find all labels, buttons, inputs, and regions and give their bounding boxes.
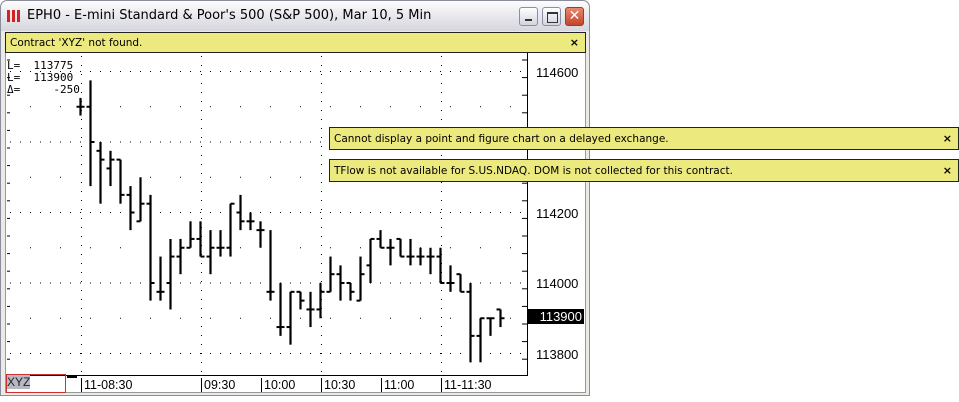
ohlc-bar <box>336 265 345 301</box>
ohlc-bar <box>176 238 185 275</box>
ohlc-bar <box>196 221 205 258</box>
app-icon <box>7 10 20 22</box>
price-chart <box>7 53 528 378</box>
ohlc-bar <box>296 290 305 310</box>
ohlc-bar <box>246 212 255 231</box>
close-icon[interactable]: × <box>569 36 579 49</box>
ohlc-bar <box>426 247 435 275</box>
time-label: 09:30 <box>201 378 235 392</box>
ohlc-bar <box>226 202 235 257</box>
ohlc-bar <box>146 194 155 301</box>
ohlc-bar <box>166 238 175 310</box>
ohlc-bar <box>466 283 475 363</box>
chart-window: EPH0 - E-mini Standard & Poor's 500 (S&P… <box>0 0 590 396</box>
ohlc-bar <box>256 221 265 248</box>
ohlc-bar <box>496 308 505 328</box>
ohlc-bar <box>266 230 275 301</box>
last-price-marker: 113900 <box>528 309 584 324</box>
ohlc-bar <box>216 230 225 257</box>
ohlc-bar <box>276 283 285 336</box>
ohlc-bar <box>106 150 115 187</box>
ohlc-bar <box>96 142 105 204</box>
ohlc-bar <box>386 238 395 266</box>
message-tflow: TFlow is not available for S.US.NDAQ. DO… <box>329 159 959 182</box>
ohlc-bar <box>456 273 465 293</box>
ohlc-bar <box>186 221 195 249</box>
ohlc-bar <box>116 158 125 204</box>
price-tick: 114000 <box>536 276 579 291</box>
close-icon[interactable]: × <box>942 164 952 177</box>
ohlc-bar <box>416 247 425 266</box>
ohlc-bar <box>326 256 335 293</box>
title-bar[interactable]: EPH0 - E-mini Standard & Poor's 500 (S&P… <box>1 1 589 31</box>
readout-delta: Δ= -250 <box>7 83 80 96</box>
ohlc-bar <box>346 282 355 301</box>
message-point-figure: Cannot display a point and figure chart … <box>329 127 959 150</box>
price-tick: 114600 <box>536 65 579 80</box>
price-tick: 113800 <box>536 347 579 362</box>
ohlc-bar <box>86 80 95 187</box>
ohlc-bar <box>126 186 135 231</box>
ohlc-bar <box>156 256 165 301</box>
ohlc-bar <box>286 290 295 345</box>
window-title: EPH0 - E-mini Standard & Poor's 500 (S&P… <box>27 8 432 23</box>
symbol-input[interactable]: XYZ <box>6 374 66 393</box>
ohlc-bar <box>376 230 385 249</box>
price-tick: 114200 <box>536 206 579 221</box>
ohlc-bar <box>436 247 445 284</box>
maximize-button[interactable] <box>542 7 561 26</box>
minimize-button[interactable] <box>519 7 538 26</box>
ohlc-bar <box>406 238 415 266</box>
ohlc-bar <box>306 291 315 328</box>
close-icon[interactable]: × <box>942 132 952 145</box>
symbol-input-value: XYZ <box>7 375 31 389</box>
ohlc-bar <box>486 317 495 336</box>
message-text: TFlow is not available for S.US.NDAQ. DO… <box>334 165 733 177</box>
time-label: 11:00 <box>381 378 414 392</box>
time-label: 10:30 <box>321 378 355 392</box>
ohlc-bar <box>76 97 85 116</box>
ohlc-bar <box>476 317 485 363</box>
ohlc-bar <box>206 230 215 275</box>
readout-last: L= 113900 <box>7 71 74 84</box>
ohlc-bar <box>236 194 245 231</box>
close-button[interactable]: ✕ <box>565 7 584 26</box>
ohlc-bar <box>396 237 405 258</box>
time-label: 11-08:30 <box>81 378 132 392</box>
ohlc-bar <box>366 237 375 283</box>
message-text: Cannot display a point and figure chart … <box>334 133 669 145</box>
message-contract-not-found: Contract 'XYZ' not found. × <box>5 32 586 53</box>
ohlc-bar <box>136 177 145 223</box>
readout-low: L= 113775 <box>7 59 74 72</box>
ohlc-bar <box>316 283 325 319</box>
time-label: 11-11:30 <box>441 378 492 392</box>
message-text: Contract 'XYZ' not found. <box>10 37 143 49</box>
ohlc-bar <box>356 256 365 302</box>
time-label: 10:00 <box>261 378 295 392</box>
scroll-thumb <box>67 375 77 378</box>
ohlc-bar <box>446 265 455 292</box>
chart-area <box>5 32 586 393</box>
